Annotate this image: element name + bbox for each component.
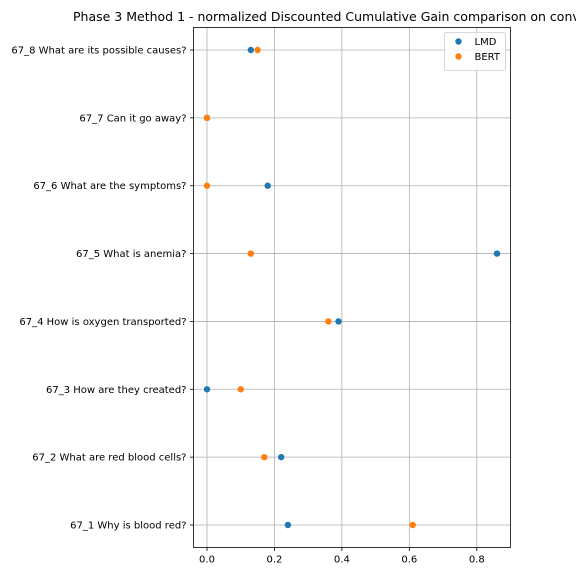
data-point-bert [325,318,332,325]
data-point-lmd [493,250,501,257]
axis-ticks: 0.0 0.2 0.4 0.6 0.8 67_1 Why is blood red? 67_… [11,46,484,566]
legend: LMD BERT [444,32,506,71]
y-tick-label: 67_2 What are red blood cells? [32,453,186,464]
data-points [203,46,501,529]
y-tick-label: 67_7 Can it go away? [79,113,186,124]
x-tick-label: 0.0 [199,555,215,566]
data-point-bert [247,250,255,257]
legend-marker-lmd [455,38,462,45]
legend-label-lmd: LMD [475,37,497,48]
data-point-bert [254,46,261,54]
y-tick-label: 67_4 How is oxygen transported? [19,317,186,328]
data-point-lmd [277,453,285,461]
chart-title: Phase 3 Method 1 - normalized Discounted… [73,9,576,24]
data-point-bert [261,453,268,461]
x-tick-label: 0.2 [266,555,282,566]
x-tick-label: 0.6 [401,555,417,566]
data-point-lmd [203,386,211,393]
y-tick-label: 67_5 What is anemia? [76,249,186,260]
plot-frame [193,27,511,548]
data-point-bert [237,386,244,393]
data-point-lmd [264,182,271,189]
y-tick-label: 67_8 What are its possible causes? [11,46,186,57]
data-point-bert [409,521,416,529]
data-point-bert [203,182,211,189]
data-point-lmd [335,318,342,325]
y-tick-label: 67_1 Why is blood red? [70,521,186,532]
data-point-bert [203,114,211,122]
data-point-lmd [284,521,292,529]
x-tick-label: 0.4 [334,555,350,566]
legend-marker-bert [455,53,462,60]
data-point-lmd [247,46,255,54]
y-tick-label: 67_6 What are the symptoms? [33,181,186,192]
x-tick-label: 0.8 [469,555,485,566]
y-tick-label: 67_3 How are they created? [46,385,187,396]
grid [193,27,511,548]
legend-label-bert: BERT [475,52,501,63]
